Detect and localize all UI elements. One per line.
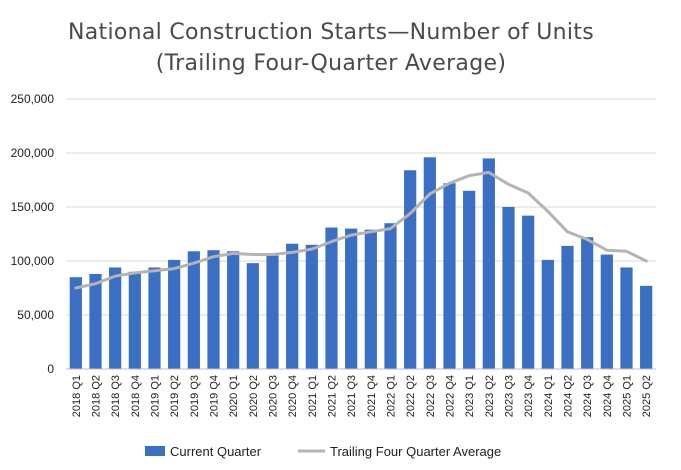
bar-current-quarter xyxy=(246,263,259,369)
line-trailing-average xyxy=(74,170,648,290)
y-tick-label: 150,000 xyxy=(11,200,55,214)
x-tick-label: 2023 Q3 xyxy=(504,375,516,417)
legend-label-trailing-average: Trailing Four Quarter Average xyxy=(330,444,501,459)
bar-series-current-quarter xyxy=(69,157,653,369)
x-axis-tick-labels: 2018 Q1 2018 Q2 2018 Q3 2018 Q4 2019 Q1 2019 … xyxy=(71,375,653,417)
bar-current-quarter xyxy=(640,285,653,369)
x-tick-label: 2018 Q4 xyxy=(130,375,142,417)
bar-current-quarter xyxy=(561,245,574,369)
y-axis-tick-labels: 0 50,000 100,000 150,000 200,000 250,000 xyxy=(11,92,55,376)
y-tick-label: 250,000 xyxy=(11,92,55,106)
bar-current-quarter xyxy=(463,190,476,369)
x-tick-label: 2024 Q4 xyxy=(602,375,614,417)
legend: Current Quarter Trailing Four Quarter Av… xyxy=(145,444,501,459)
bar-current-quarter xyxy=(148,267,161,369)
gridlines xyxy=(66,98,656,316)
bar-current-quarter xyxy=(325,227,338,369)
x-tick-label: 2024 Q2 xyxy=(563,375,575,417)
bar-current-quarter xyxy=(207,250,220,369)
x-tick-label: 2021 Q3 xyxy=(346,375,358,417)
x-tick-label: 2020 Q3 xyxy=(268,375,280,417)
bar-current-quarter xyxy=(345,228,358,369)
bar-current-quarter xyxy=(600,254,613,369)
bar-current-quarter xyxy=(89,273,102,369)
x-tick-label: 2025 Q1 xyxy=(622,375,634,417)
bar-current-quarter xyxy=(286,243,299,369)
x-tick-label: 2019 Q3 xyxy=(189,375,201,417)
x-tick-label: 2021 Q4 xyxy=(366,375,378,417)
x-tick-label: 2021 Q2 xyxy=(327,375,339,417)
bar-current-quarter xyxy=(541,259,554,369)
x-tick-label: 2022 Q3 xyxy=(425,375,437,417)
x-tick-label: 2021 Q1 xyxy=(307,375,319,417)
y-tick-label: 0 xyxy=(47,362,54,376)
x-tick-label: 2020 Q1 xyxy=(228,375,240,417)
bar-current-quarter xyxy=(266,255,279,369)
line-series-trailing-average xyxy=(74,170,648,290)
chart-title: National Construction Starts—Number of U… xyxy=(68,20,594,45)
bar-current-quarter xyxy=(364,229,377,369)
y-tick-label: 200,000 xyxy=(11,146,55,160)
bar-current-quarter xyxy=(227,251,240,369)
y-tick-label: 50,000 xyxy=(17,308,54,322)
x-tick-label: 2023 Q4 xyxy=(523,375,535,417)
x-tick-label: 2018 Q3 xyxy=(110,375,122,417)
legend-swatch-current-quarter xyxy=(145,446,165,456)
x-tick-label: 2024 Q1 xyxy=(543,375,555,417)
x-tick-label: 2018 Q2 xyxy=(91,375,103,417)
chart-subtitle: (Trailing Four-Quarter Average) xyxy=(156,51,506,76)
x-tick-label: 2022 Q1 xyxy=(386,375,398,417)
x-tick-label: 2019 Q2 xyxy=(169,375,181,417)
bar-current-quarter xyxy=(305,244,318,369)
bar-current-quarter xyxy=(482,158,495,369)
x-tick-label: 2022 Q4 xyxy=(445,375,457,417)
bar-current-quarter xyxy=(404,170,417,369)
x-tick-label: 2023 Q1 xyxy=(464,375,476,417)
x-tick-label: 2019 Q4 xyxy=(209,375,221,417)
bar-current-quarter xyxy=(443,183,456,369)
bar-current-quarter xyxy=(581,237,594,369)
x-tick-label: 2024 Q3 xyxy=(582,375,594,417)
bar-current-quarter xyxy=(502,207,515,369)
bar-current-quarter xyxy=(128,271,141,369)
bar-current-quarter xyxy=(620,267,633,369)
bar-current-quarter xyxy=(187,251,200,369)
bar-current-quarter xyxy=(168,259,181,369)
x-tick-label: 2020 Q4 xyxy=(287,375,299,417)
x-tick-label: 2020 Q2 xyxy=(248,375,260,417)
bar-current-quarter xyxy=(69,277,82,369)
x-tick-label: 2022 Q2 xyxy=(405,375,417,417)
y-tick-label: 100,000 xyxy=(11,254,55,268)
legend-label-current-quarter: Current Quarter xyxy=(170,444,262,459)
x-tick-label: 2023 Q2 xyxy=(484,375,496,417)
bar-current-quarter xyxy=(423,157,436,369)
x-tick-label: 2025 Q2 xyxy=(641,375,653,417)
bar-current-quarter xyxy=(522,215,535,369)
x-tick-label: 2018 Q1 xyxy=(71,375,83,417)
x-tick-label: 2019 Q1 xyxy=(150,375,162,417)
bar-current-quarter xyxy=(384,223,397,369)
bar-current-quarter xyxy=(109,267,122,369)
